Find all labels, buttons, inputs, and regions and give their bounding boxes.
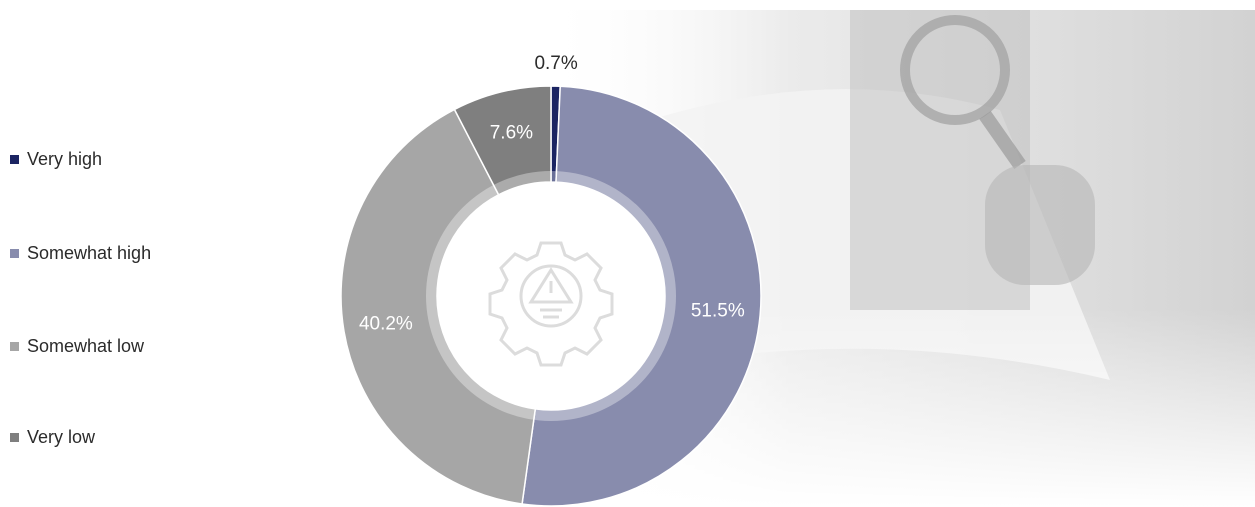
legend-label: Somewhat high — [27, 243, 151, 263]
value-label: 40.2% — [359, 313, 413, 334]
legend-swatch — [10, 249, 19, 258]
legend-label: Very high — [27, 149, 102, 169]
value-label: 51.5% — [691, 300, 745, 321]
legend-label: Somewhat low — [27, 336, 145, 356]
legend-label: Very low — [27, 427, 96, 447]
legend-swatch — [10, 155, 19, 164]
page: Very high Somewhat high Somewhat low Very l… — [0, 0, 1255, 507]
legend-swatch — [10, 342, 19, 351]
value-label: 7.6% — [490, 122, 533, 143]
legend-swatch — [10, 433, 19, 442]
legend: Very high Somewhat high Somewhat low Very l… — [10, 149, 151, 447]
chart: Very high Somewhat high Somewhat low Very l… — [0, 0, 1255, 507]
value-label: 0.7% — [534, 53, 577, 74]
donut-hole — [426, 171, 676, 421]
